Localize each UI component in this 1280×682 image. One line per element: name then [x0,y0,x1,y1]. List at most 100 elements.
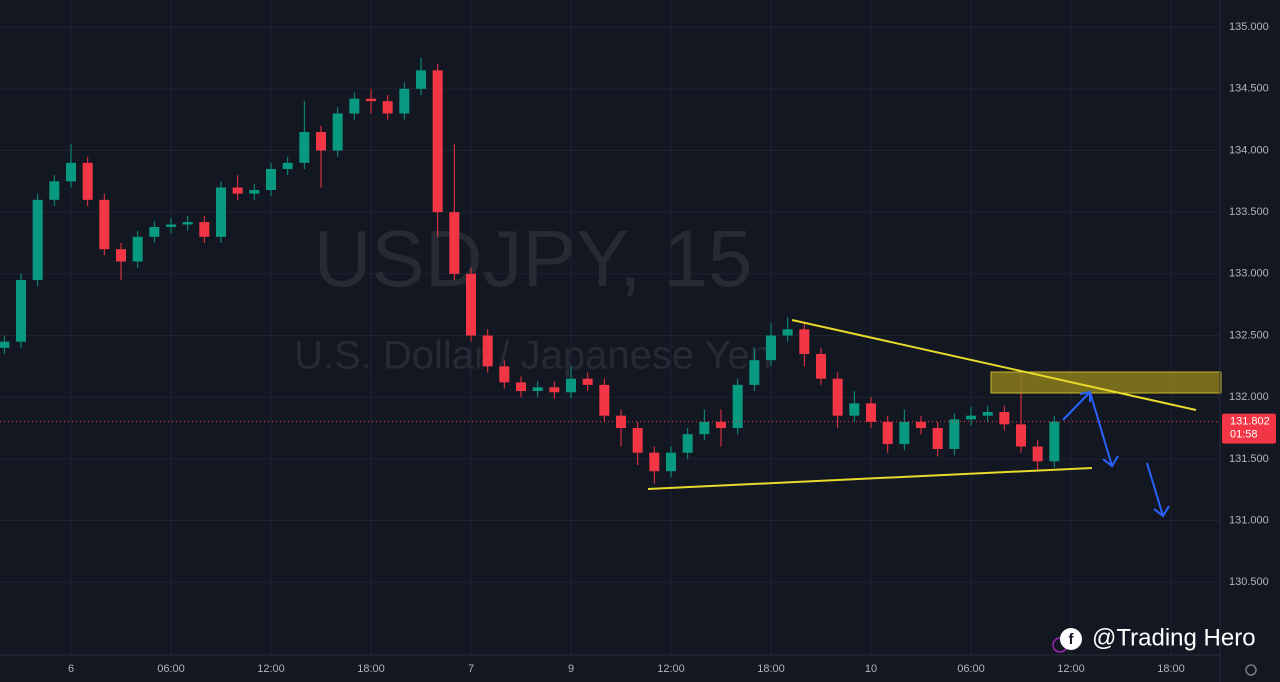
candle-body [516,382,526,392]
countdown-label: 01:58 [1230,429,1258,441]
candle-body [332,113,343,151]
facebook-glyph: f [1069,631,1075,648]
candle-body [816,354,826,379]
y-tick-label: 134.000 [1229,144,1269,156]
arrow [1089,391,1113,467]
candle-body [449,212,460,274]
candle-body [832,378,843,416]
candle-body [199,222,210,237]
watermark-description: U.S. Dollar / Japanese Yen [294,334,772,378]
drawings [647,319,1222,518]
y-tick-label: 130.500 [1229,576,1269,588]
candle-body [699,421,710,435]
candle-body [499,366,510,383]
arrow-head [1153,505,1170,518]
candle-body [466,273,476,336]
candle-body [349,98,360,114]
candle-body [799,329,810,355]
candle-body [0,341,10,348]
candle-body [949,419,960,450]
candle-body [82,162,93,200]
y-tick-label: 132.000 [1229,391,1269,403]
x-tick-label: 18:00 [757,663,785,675]
candle-body [749,360,760,385]
candle-body [549,387,560,393]
candle-body [766,335,776,361]
settings-icon[interactable] [1245,664,1257,676]
candle-body [299,131,310,163]
x-tick-label: 18:00 [1157,663,1185,675]
candle-body [432,70,443,213]
candle-body [966,415,976,420]
watermark-symbol: USDJPY, 15 [314,214,753,303]
candle-body [66,162,76,182]
grid [0,0,1220,655]
candle-body [932,428,943,450]
candle-body [849,403,860,416]
candle-body [582,378,593,385]
x-tick-label: 06:00 [957,663,985,675]
arrow [1146,462,1164,517]
x-tick-label: 18:00 [357,663,385,675]
candle-body [1016,424,1026,447]
branding: f @Trading Hero [1052,624,1256,653]
candle-body [16,280,26,342]
candle-body [232,187,243,194]
candle-body [982,411,993,416]
candle-body [866,403,876,422]
candle-body [216,187,226,237]
last-price-label: 131.802 [1230,416,1270,428]
candles [0,57,1220,484]
candle-body [182,222,193,225]
candle-body [682,434,693,453]
candle-body [399,88,410,114]
candle-body [266,168,276,190]
candle-body [149,226,160,237]
x-tick-label: 12:00 [1057,663,1085,675]
arrow [1062,391,1091,421]
x-tick-label: 06:00 [157,663,185,675]
y-tick-label: 131.500 [1229,453,1269,465]
trendline [647,467,1093,490]
arrow-head [1102,455,1119,468]
facebook-icon [1060,628,1082,650]
x-tick-label: 12:00 [257,663,285,675]
candle-body [1049,421,1060,462]
candle-body [632,428,643,453]
axes: 135.000 134.500 134.000 133.500 133.000 132.5… [68,21,1276,675]
candle-body [416,70,426,89]
y-tick-label: 132.500 [1229,329,1269,341]
candle-body [316,131,326,151]
candle-body [666,452,676,472]
x-tick-label: 12:00 [657,663,685,675]
y-tick-label: 133.500 [1229,206,1269,218]
candle-body [282,162,293,169]
candle-body [99,199,110,250]
candle-body [116,249,126,262]
candle-body [916,421,926,429]
candle-body [899,421,910,445]
candle-body [366,98,376,102]
trendline [791,319,1197,411]
candle-body [49,181,60,200]
watermark-handle: @Trading Hero [1092,624,1256,651]
arrows [1062,390,1170,518]
candle-body [566,378,576,393]
candle-body [599,384,610,416]
x-tick-label: 6 [68,663,74,675]
candle-body [166,224,176,227]
candle-body [882,421,893,445]
last-price-box [1222,413,1276,444]
x-tick-label: 10 [865,663,877,675]
x-tick-label: 7 [468,663,474,675]
candle-body [782,329,793,336]
candle-body [249,189,260,194]
candle-body [732,384,743,429]
y-tick-label: 135.000 [1229,21,1269,33]
candle-body [382,101,393,114]
y-tick-label: 133.000 [1229,268,1269,280]
candle-body [132,236,143,262]
x-tick-label: 9 [568,663,574,675]
